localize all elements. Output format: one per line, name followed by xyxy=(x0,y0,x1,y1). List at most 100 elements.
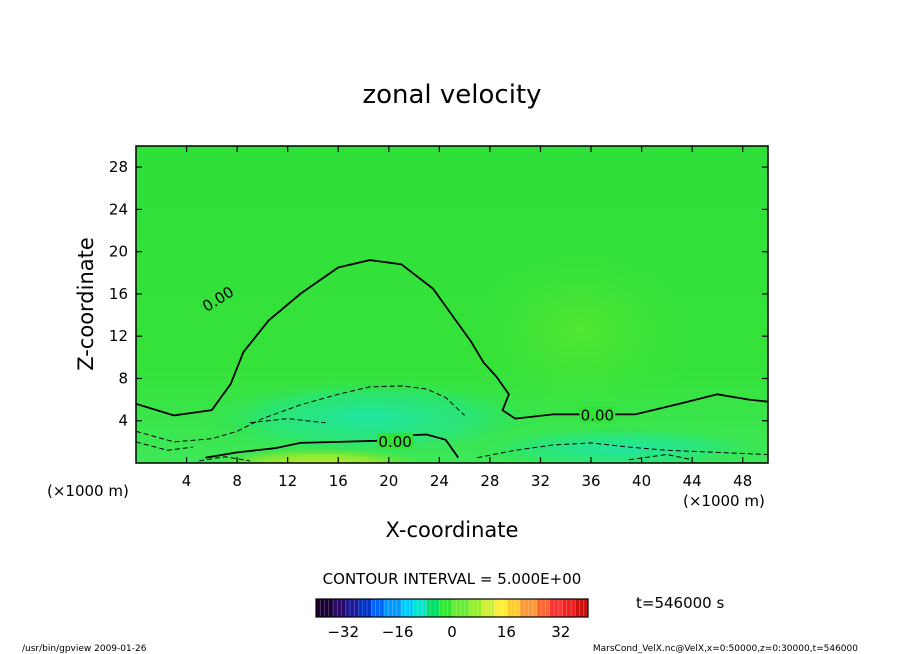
colorbar-cell xyxy=(392,599,398,617)
colorbar-cell xyxy=(388,599,393,617)
x-tick-label: 16 xyxy=(329,472,348,490)
y-tick-label: 28 xyxy=(109,158,128,176)
colorbar-cell xyxy=(464,599,470,617)
colorbar-cell xyxy=(460,599,466,617)
x-tick-label: 36 xyxy=(581,472,600,490)
colorbar-cell xyxy=(443,599,449,617)
colorbar-cell xyxy=(583,599,589,617)
x-tick-label: 20 xyxy=(379,472,398,490)
colorbar-cell xyxy=(405,599,410,617)
colorbar-cell xyxy=(439,599,444,617)
field-negative-region-right xyxy=(470,426,768,463)
chart-title: zonal velocity xyxy=(362,80,541,110)
x-tick-label: 8 xyxy=(232,472,242,490)
footer-left: /usr/bin/gpview 2009-01-26 xyxy=(22,644,147,654)
zero-contour-lower xyxy=(205,433,460,459)
colorbar-cell xyxy=(469,599,474,617)
colorbar-cell xyxy=(452,599,457,617)
colorbar-cell xyxy=(341,599,347,617)
negative-contour xyxy=(136,385,465,443)
x-tick-label: 12 xyxy=(278,472,297,490)
time-text: t=546000 s xyxy=(636,594,724,612)
plot-area: 0.000.000.00 xyxy=(136,146,768,463)
colorbar-cell xyxy=(554,599,559,617)
contour-label-bg xyxy=(198,282,238,315)
x-axis-unit-right: (×1000 m) xyxy=(683,492,765,510)
colorbar-tick-label: −16 xyxy=(382,623,414,641)
colorbar-cell xyxy=(541,599,546,617)
colorbar-cell xyxy=(486,599,491,617)
negative-contour xyxy=(477,442,768,459)
colorbar-frame xyxy=(315,598,589,618)
colorbar-cell xyxy=(575,599,580,617)
y-tick-label: 20 xyxy=(109,243,128,261)
colorbar-cell xyxy=(418,599,423,617)
colorbar-cell xyxy=(503,599,508,617)
y-tick-label: 12 xyxy=(109,327,128,345)
colorbar: −32 −16 0 16 32 xyxy=(315,598,589,641)
x-tick-label: 4 xyxy=(182,472,192,490)
colorbar-cell xyxy=(333,599,338,617)
contour-label: 0.00 xyxy=(378,433,411,451)
colorbar-cell xyxy=(316,599,321,617)
colorbar-cell xyxy=(507,599,512,617)
colorbar-cell xyxy=(337,599,342,617)
negative-contour xyxy=(199,456,250,462)
colorbar-cell xyxy=(490,599,495,617)
colorbar-cell xyxy=(579,599,585,617)
contour-label: 0.00 xyxy=(581,406,614,424)
y-tick-label: 16 xyxy=(109,285,128,303)
colorbar-cell xyxy=(409,599,415,617)
y-tick-label: 24 xyxy=(109,200,128,218)
colorbar-cell xyxy=(562,599,568,617)
colorbar-cell xyxy=(320,599,325,617)
colorbar-cell xyxy=(545,599,551,617)
x-tick-label: 40 xyxy=(632,472,651,490)
colorbar-cell xyxy=(371,599,376,617)
colorbar-cell xyxy=(571,599,576,617)
colorbar-cell xyxy=(379,599,385,617)
contour-label-bg xyxy=(377,432,414,449)
contour-interval-text: CONTOUR INTERVAL = 5.000E+00 xyxy=(323,570,582,588)
colorbar-tick-label: 16 xyxy=(497,623,516,641)
colorbar-cell xyxy=(520,599,525,617)
x-tick-label: 48 xyxy=(733,472,752,490)
contours: 0.000.000.00 xyxy=(136,259,768,462)
colorbar-cell xyxy=(515,599,521,617)
x-axis-label: X-coordinate xyxy=(386,518,519,542)
colorbar-cell xyxy=(435,599,440,617)
colorbar-cell xyxy=(396,599,402,617)
colorbar-cell xyxy=(350,599,355,617)
colorbar-cell xyxy=(549,599,555,617)
colorbar-cell xyxy=(558,599,563,617)
contour-label-bg xyxy=(579,406,616,423)
x-tick-label: 24 xyxy=(430,472,449,490)
colorbar-cell xyxy=(473,599,478,617)
colorbar-cell xyxy=(524,599,529,617)
colorbar-cell xyxy=(367,599,372,617)
colorbar-tick-label: −32 xyxy=(327,623,359,641)
x-tick-label: 44 xyxy=(683,472,702,490)
colorbar-cell xyxy=(345,599,351,617)
colorbar-cell xyxy=(447,599,453,617)
colorbar-cell xyxy=(422,599,427,617)
colorbar-cell xyxy=(413,599,419,617)
colorbar-cell xyxy=(430,599,436,617)
colorbar-cell xyxy=(477,599,483,617)
colorbar-cell xyxy=(362,599,368,617)
y-axis-label: Z-coordinate xyxy=(74,237,98,371)
colorbar-cell xyxy=(537,599,542,617)
colorbar-cell xyxy=(401,599,406,617)
colorbar-cell xyxy=(426,599,432,617)
colorbar-tick-label: 32 xyxy=(551,623,570,641)
colorbar-cell xyxy=(528,599,534,617)
field-negative-region xyxy=(195,378,545,458)
colorbar-cell xyxy=(456,599,461,617)
colorbar-cell xyxy=(494,599,500,617)
colorbar-cell xyxy=(566,599,572,617)
colorbar-cell xyxy=(511,599,517,617)
zero-contour xyxy=(136,259,768,420)
field-upper-light-region xyxy=(460,240,700,420)
colorbar-cell xyxy=(375,599,381,617)
